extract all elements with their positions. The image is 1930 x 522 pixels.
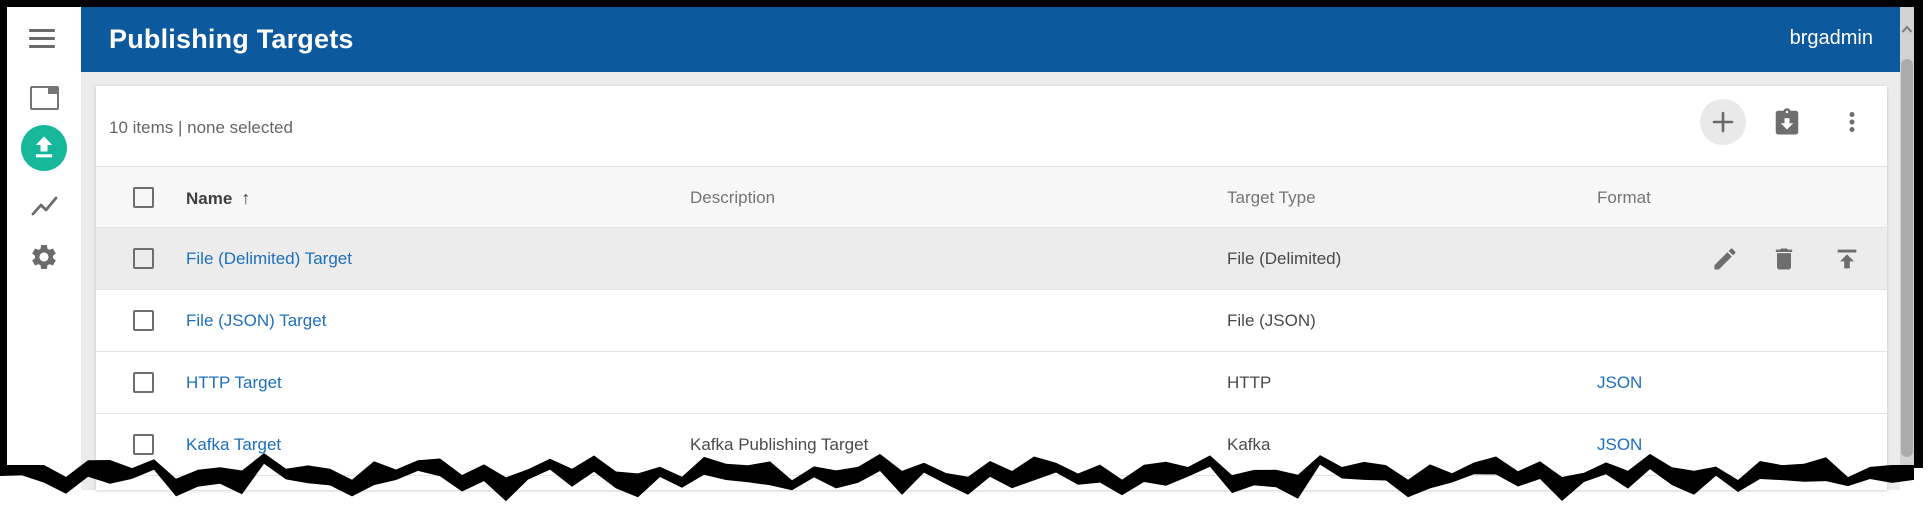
sort-asc-icon: ↑ <box>241 188 251 208</box>
column-header-name[interactable]: Name ↑ <box>186 188 251 208</box>
column-header-target-type[interactable]: Target Type <box>1227 188 1316 207</box>
row-checkbox[interactable] <box>133 434 154 455</box>
format-link[interactable]: JSON <box>1597 435 1643 454</box>
row-checkbox[interactable] <box>133 248 154 269</box>
target-type-cell: File (Delimited) <box>1227 249 1342 268</box>
selection-status: 10 items | none selected <box>109 118 293 137</box>
more-vert-icon <box>1837 112 1867 141</box>
add-button[interactable] <box>1700 99 1746 145</box>
table-row[interactable]: Kafka Target Kafka Publishing Target Kaf… <box>96 414 1887 476</box>
column-header-description[interactable]: Description <box>690 188 776 207</box>
delete-button[interactable] <box>1770 245 1798 273</box>
column-header-format[interactable]: Format <box>1597 188 1651 207</box>
target-name-link[interactable]: File (Delimited) Target <box>186 249 352 268</box>
gear-icon <box>29 245 59 276</box>
upload-top-icon <box>1837 249 1857 269</box>
target-name-link[interactable]: File (JSON) Target <box>186 311 327 330</box>
frame-border-top <box>0 0 1923 7</box>
select-all-checkbox[interactable] <box>133 187 154 208</box>
upload-target-button[interactable] <box>1833 245 1861 273</box>
table-row[interactable]: File (Delimited) Target File (Delimited) <box>96 228 1887 290</box>
more-actions-button[interactable] <box>1837 107 1867 137</box>
sidebar-item-publish-active[interactable] <box>21 125 67 171</box>
scrollbar-thumb[interactable] <box>1901 59 1913 457</box>
sidebar <box>7 7 81 490</box>
row-checkbox[interactable] <box>133 372 154 393</box>
clipboard-import-icon <box>1772 108 1802 141</box>
table-row[interactable]: File (JSON) Target File (JSON) <box>96 290 1887 352</box>
sidebar-item-monitor[interactable] <box>29 192 59 222</box>
row-checkbox[interactable] <box>133 310 154 331</box>
frame-border-left <box>0 0 7 468</box>
content-card: 10 items | none selected Name ↑ <box>96 86 1887 490</box>
target-type-cell: Kafka <box>1227 435 1271 454</box>
menu-button[interactable] <box>29 24 59 54</box>
sidebar-item-windows[interactable] <box>29 82 59 112</box>
sidebar-item-settings[interactable] <box>29 242 59 272</box>
table-header-row: Name ↑ Description Target Type Format <box>96 166 1887 228</box>
target-type-cell: HTTP <box>1227 373 1272 392</box>
table-row[interactable]: HTTP Target HTTP JSON <box>96 352 1887 414</box>
target-name-link[interactable]: Kafka Target <box>186 435 282 454</box>
user-menu[interactable]: brgadmin <box>1789 27 1873 49</box>
target-name-link[interactable]: HTTP Target <box>186 373 282 392</box>
pencil-icon <box>1714 248 1736 270</box>
frame-border-right <box>1914 0 1923 468</box>
format-link[interactable]: JSON <box>1597 373 1643 392</box>
app-bar: Publishing Targets brgadmin <box>81 7 1900 72</box>
vertical-scrollbar[interactable] <box>1900 7 1914 468</box>
target-type-cell: File (JSON) <box>1227 311 1316 330</box>
import-button[interactable] <box>1772 107 1802 137</box>
hamburger-icon <box>29 28 59 48</box>
edit-button[interactable] <box>1711 245 1739 273</box>
trash-icon <box>1775 248 1793 270</box>
chart-icon <box>29 196 59 226</box>
list-toolbar: 10 items | none selected <box>96 86 1887 166</box>
page-title: Publishing Targets <box>109 24 354 54</box>
scroll-up-icon[interactable] <box>1901 21 1913 39</box>
description-cell: Kafka Publishing Target <box>690 435 869 454</box>
